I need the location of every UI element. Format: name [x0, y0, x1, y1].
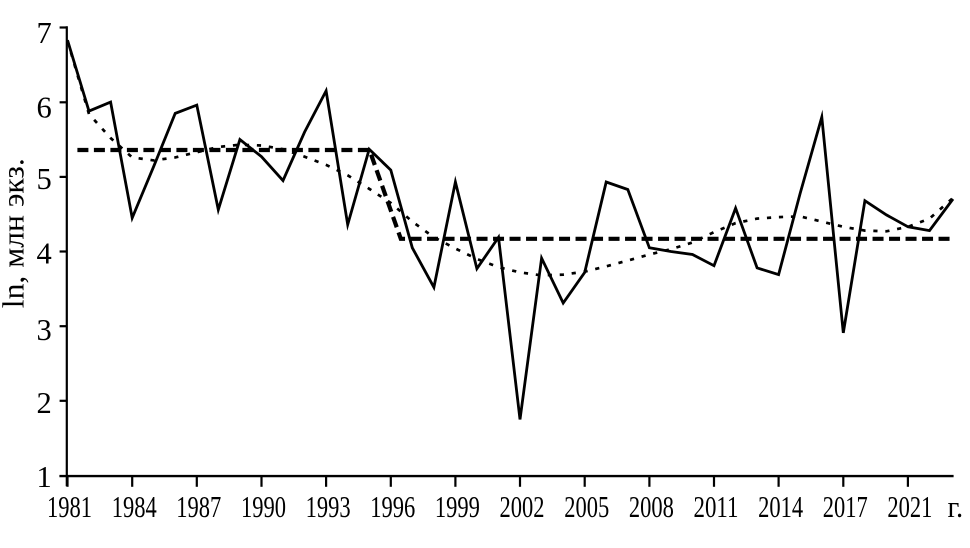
svg-text:г.: г.	[948, 489, 964, 524]
svg-text:1: 1	[37, 460, 52, 494]
svg-text:2017: 2017	[823, 489, 868, 524]
svg-text:2005: 2005	[564, 489, 609, 524]
svg-text:4: 4	[37, 236, 52, 270]
svg-text:6: 6	[37, 91, 52, 125]
svg-text:2011: 2011	[694, 489, 739, 524]
svg-text:2008: 2008	[629, 489, 674, 524]
svg-text:1987: 1987	[176, 489, 221, 524]
svg-text:ln, млн экз.: ln, млн экз.	[0, 158, 30, 308]
svg-text:2002: 2002	[500, 489, 545, 524]
svg-text:1996: 1996	[370, 489, 415, 524]
svg-text:1981: 1981	[47, 489, 92, 524]
svg-text:2021: 2021	[887, 489, 932, 524]
svg-text:2: 2	[37, 386, 52, 420]
svg-text:3: 3	[37, 313, 52, 347]
svg-text:1999: 1999	[435, 489, 480, 524]
svg-text:1993: 1993	[306, 489, 351, 524]
svg-text:7: 7	[37, 16, 52, 50]
svg-text:2014: 2014	[758, 489, 803, 524]
svg-text:5: 5	[37, 162, 52, 196]
svg-text:1984: 1984	[112, 489, 157, 524]
svg-text:1990: 1990	[241, 489, 286, 524]
